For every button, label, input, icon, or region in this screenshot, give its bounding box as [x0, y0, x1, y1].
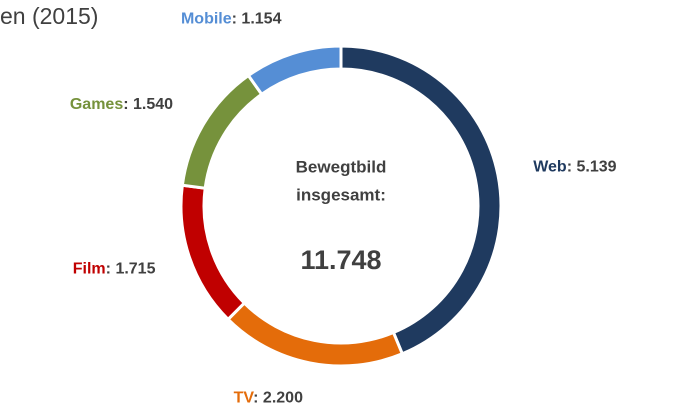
label-separator: : — [106, 260, 116, 277]
donut-segment — [246, 44, 343, 97]
label-value: 1.540 — [133, 96, 173, 113]
label-name: Games — [70, 96, 123, 113]
label-value: 5.139 — [576, 159, 616, 176]
chart-title: en (2015) — [0, 3, 98, 29]
data-label: Games: 1.540 — [70, 96, 173, 113]
label-separator: : — [567, 159, 577, 176]
data-label: Web: 5.139 — [533, 159, 616, 176]
label-name: Web — [533, 159, 567, 176]
center-text: insgesamt: — [296, 185, 386, 204]
label-name: Mobile — [181, 10, 232, 27]
label-separator: : — [232, 10, 242, 27]
data-label: Film: 1.715 — [73, 260, 156, 277]
label-name: Film — [73, 260, 106, 277]
donut-segment — [179, 183, 247, 322]
label-value: 2.200 — [263, 389, 303, 406]
donut-segment — [180, 73, 264, 190]
donut-segment — [225, 300, 405, 368]
data-label: Mobile: 1.154 — [181, 10, 282, 27]
label-value: 1.715 — [115, 260, 155, 277]
label-name: TV — [234, 389, 255, 406]
label-separator: : — [253, 389, 263, 406]
center-value: 11.748 — [300, 245, 381, 275]
label-separator: : — [123, 96, 133, 113]
label-value: 1.154 — [241, 10, 281, 27]
center-text: Bewegtbild — [296, 157, 387, 176]
data-label: TV: 2.200 — [234, 389, 303, 406]
